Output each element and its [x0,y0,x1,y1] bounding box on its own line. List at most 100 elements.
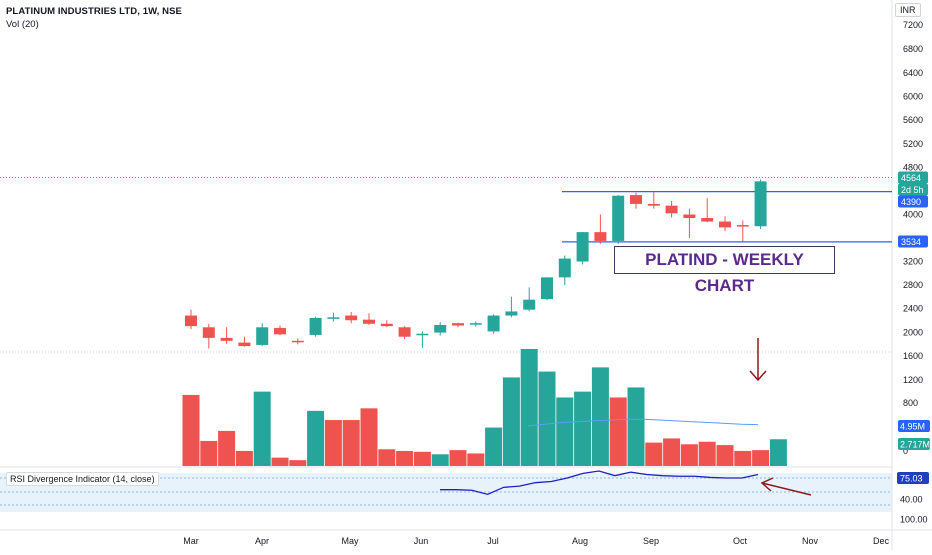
candle-body [683,214,696,219]
currency-badge[interactable]: INR [895,3,921,17]
price-label: 2d 5h [901,185,924,195]
volume-bar [734,450,752,466]
volume-bar [360,408,378,466]
rsi-label-bg [897,472,929,484]
volume-bar [627,387,645,466]
candle-body [291,340,304,343]
volume-bar [413,451,431,466]
volume-value-label: 4.95M [900,422,925,432]
month-tick-label: Dec [873,536,890,546]
price-tick-label: 800 [903,398,918,408]
candle-body [345,315,358,321]
candle-body [487,315,500,332]
price-tick-label: 2400 [903,304,923,314]
price-tick-label: 0 [903,446,908,456]
volume-bar [182,394,200,466]
volume-bar [645,442,663,466]
candle-body [256,327,269,345]
volume-bar [520,349,538,466]
volume-bar [431,454,449,466]
rsi-tick-label: 40.00 [900,495,923,505]
volume-bar [200,440,218,466]
candle-body [558,258,571,278]
volume-bar [609,397,627,466]
volume-bar [467,453,485,466]
volume-bar [378,449,396,466]
candle-body [238,342,251,347]
price-tick-label: 6800 [903,44,923,54]
rsi-tick-label: 100.00 [900,515,928,525]
price-label-bg [898,195,928,208]
candle-body [416,333,429,336]
price-label-bg [898,183,928,196]
volume-bar [485,427,503,466]
candle-body [398,327,411,337]
volume-bar [556,397,574,466]
candle-body [327,317,340,319]
candle-body [701,218,714,222]
volume-bar [769,439,787,466]
price-label-bg [898,235,928,248]
candle-body [576,232,589,262]
rsi-tick-label: 75.03 [900,474,923,484]
volume-bar [574,391,592,466]
price-label: 4564 [901,173,921,183]
chart-banner: PLATIND - WEEKLY CHART [614,246,835,295]
volume-bar [307,410,325,466]
price-tick-label: 4000 [903,210,923,220]
volume-bar [342,420,360,466]
candle-body [469,323,482,325]
candle-body [630,195,642,204]
volume-bar [716,445,734,466]
volume-label-bg [898,420,930,432]
price-tick-label: 4800 [903,163,923,173]
month-tick-label: Nov [802,536,819,546]
month-tick-label: Jun [414,536,429,546]
price-tick-label: 6000 [903,92,923,102]
candle-body [185,315,197,327]
volume-bar [538,371,556,466]
candle-body [647,203,660,206]
volume-bar [289,460,307,466]
price-tick-label: 1200 [903,375,923,385]
volume-ma-line [527,418,759,427]
candle-body [434,324,447,333]
volume-bar [502,377,520,466]
left-arrow-icon [761,482,812,496]
price-label: 4390 [901,197,921,207]
volume-bar [253,391,271,466]
volume-bar [218,430,236,466]
candle-body [719,221,731,228]
candle-body [452,323,464,326]
symbol-title[interactable]: PLATINUM INDUSTRIES LTD, 1W, NSE [6,6,182,17]
candle-body [541,277,553,300]
price-tick-label: 6400 [903,68,923,78]
rsi-label[interactable]: RSI Divergence Indicator (14, close) [6,472,159,486]
volume-bar [396,450,414,466]
candle-body [274,327,286,335]
volume-label[interactable]: Vol (20) [6,19,39,30]
price-tick-label: 5600 [903,115,923,125]
price-tick-label: 1600 [903,351,923,361]
rsi-line [440,470,759,496]
candle-body [363,319,375,324]
volume-bar [752,450,770,466]
month-tick-label: Apr [255,536,269,546]
left-arrow-icon [760,477,774,492]
price-tick-label: 2000 [903,327,923,337]
volume-bar [271,457,289,466]
volume-bar [698,441,716,466]
month-tick-label: May [341,536,359,546]
volume-bar [324,420,342,466]
volume-bar [449,450,467,466]
candle-body [754,181,767,227]
volume-bar [235,450,253,466]
volume-bar [663,438,681,466]
price-tick-label: 3200 [903,257,923,267]
candle-body [612,195,625,241]
candle-body [665,205,678,214]
price-label: 3534 [901,237,921,247]
volume-bar [591,367,609,466]
month-tick-label: Aug [572,536,588,546]
